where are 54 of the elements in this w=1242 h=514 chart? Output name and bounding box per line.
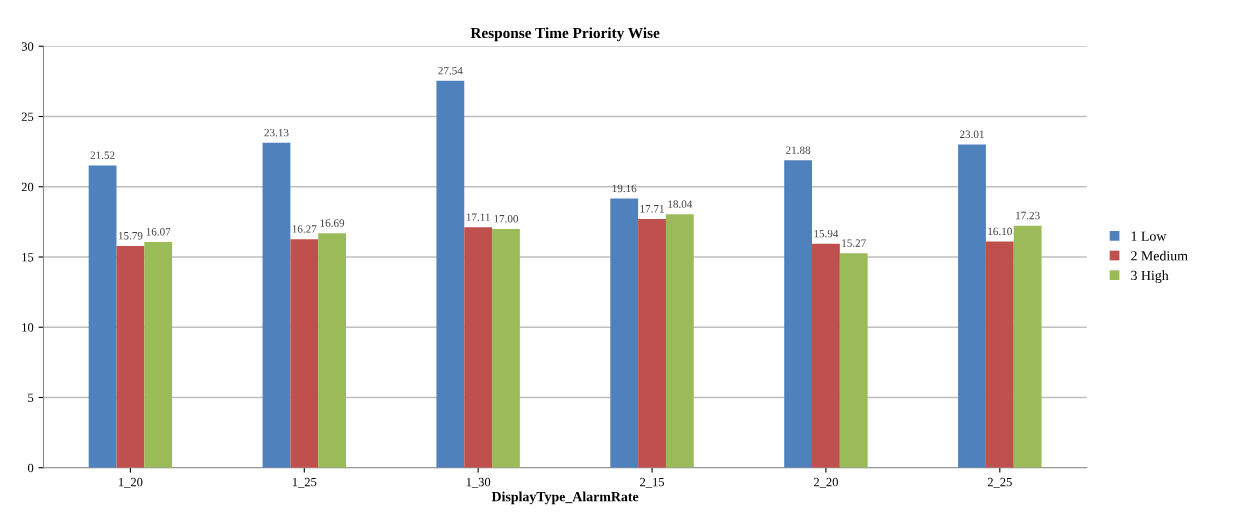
y-tick-label: 20 (21, 182, 34, 192)
legend-label: 1 Low (1131, 231, 1167, 241)
y-tick-label: 0 (27, 463, 34, 473)
bar (436, 80, 465, 468)
y-tick-label: 15 (22, 253, 34, 262)
bar (116, 245, 145, 468)
data-label: 21.52 (90, 151, 115, 160)
legend-label: 2 Medium (1131, 250, 1188, 261)
bar (144, 241, 173, 468)
data-label: 21.88 (786, 146, 811, 154)
data-label: 16.10 (988, 227, 1012, 236)
bar (638, 218, 666, 468)
data-label: 15.94 (814, 229, 839, 238)
bar (665, 214, 694, 468)
data-label: 18.04 (668, 200, 693, 208)
y-tick-label: 25 (21, 112, 34, 121)
bar (784, 160, 813, 468)
bar (839, 253, 868, 468)
bar (464, 227, 493, 468)
data-label: 16.07 (146, 228, 171, 236)
x-axis-title: DisplayType_AlarmRate (491, 491, 639, 505)
data-label: 16.69 (320, 219, 345, 227)
x-tick-label: 1_25 (292, 477, 317, 488)
data-label: 17.23 (1016, 211, 1040, 220)
chart-title: Response Time Priority Wise (470, 27, 660, 42)
y-tick-label: 5 (28, 393, 34, 402)
data-label: 15.79 (118, 232, 143, 240)
data-label: 16.27 (292, 225, 317, 233)
data-label: 17.00 (494, 214, 519, 223)
bar (1013, 225, 1042, 468)
data-label: 17.71 (640, 205, 664, 213)
x-tick-label: 1_20 (119, 477, 143, 488)
bar (812, 243, 840, 468)
data-label: 23.01 (959, 130, 984, 139)
bar (318, 233, 347, 468)
bar (262, 142, 291, 468)
bar (290, 239, 319, 468)
data-label: 19.16 (612, 184, 637, 193)
data-label: 23.13 (264, 128, 289, 137)
x-tick-label: 2_20 (813, 477, 838, 488)
legend-label: 3 High (1131, 270, 1169, 283)
bar (610, 198, 639, 468)
bar (492, 228, 520, 468)
data-label: 15.27 (842, 239, 866, 247)
x-tick-label: 2_25 (987, 477, 1012, 488)
x-tick-label: 2_15 (640, 477, 665, 488)
y-tick-label: 30 (21, 42, 34, 51)
data-label: 17.11 (466, 213, 490, 221)
y-tick-label: 10 (22, 323, 34, 332)
bar (88, 165, 117, 468)
x-tick-label: 1_30 (466, 477, 491, 488)
data-label: 27.54 (438, 66, 463, 75)
bar (985, 241, 1014, 468)
bar (958, 144, 986, 468)
